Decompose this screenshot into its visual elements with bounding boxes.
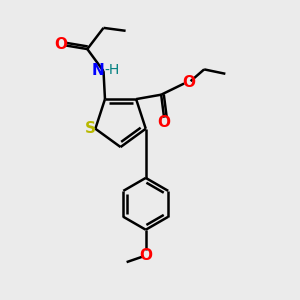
- Text: O: O: [54, 37, 67, 52]
- Text: S: S: [85, 121, 96, 136]
- Text: O: O: [182, 74, 195, 89]
- Text: N: N: [92, 63, 105, 78]
- Text: O: O: [158, 116, 171, 130]
- Text: O: O: [139, 248, 152, 262]
- Text: -H: -H: [104, 63, 119, 77]
